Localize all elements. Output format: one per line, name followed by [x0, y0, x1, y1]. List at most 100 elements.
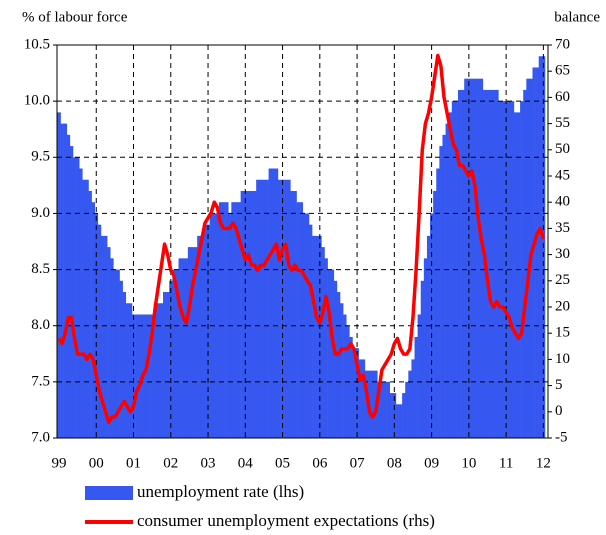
bar: [324, 258, 328, 438]
bar: [215, 213, 220, 438]
y2-tick-label: 40: [555, 194, 570, 210]
bar: [523, 89, 527, 439]
bar: [284, 179, 288, 438]
x-tick-label: 03: [201, 455, 216, 471]
bar: [349, 336, 353, 438]
bar: [277, 179, 282, 438]
bar: [467, 78, 471, 438]
line-series: [57, 53, 546, 425]
bar: [495, 89, 499, 439]
x-tick-label: 05: [275, 455, 290, 471]
bar: [538, 56, 543, 438]
bar: [243, 190, 248, 438]
bar: [69, 146, 74, 439]
bar: [144, 314, 148, 438]
bar: [147, 314, 151, 438]
bar: [457, 89, 462, 439]
bar: [234, 202, 238, 438]
bar: [330, 269, 335, 438]
bar: [333, 280, 338, 438]
bar: [492, 89, 496, 439]
y2-tick-label: 0: [555, 403, 563, 419]
x-tick-label: 11: [499, 455, 513, 471]
bar: [85, 179, 89, 438]
bar: [175, 269, 179, 438]
bar: [66, 134, 71, 439]
x-tick-label: 02: [163, 455, 178, 471]
bar: [485, 89, 490, 439]
x-tick-label: 12: [536, 455, 551, 471]
bar: [358, 359, 363, 438]
y2-tick-label: -5: [555, 429, 568, 445]
bar: [150, 314, 155, 438]
bar: [296, 202, 300, 438]
bar: [513, 112, 518, 438]
y-tick-label: 9.5: [31, 149, 50, 165]
x-tick-label: 10: [461, 455, 476, 471]
y2-tick-label: 60: [555, 89, 570, 105]
legend-label: unemployment rate (lhs): [137, 482, 304, 501]
bar: [433, 190, 437, 438]
bar: [113, 269, 117, 438]
bar: [445, 123, 449, 438]
x-tick-label: 09: [424, 455, 439, 471]
bar: [312, 235, 316, 438]
bar: [218, 202, 223, 438]
y2-tick-label: 35: [555, 220, 570, 236]
bar: [383, 381, 387, 438]
bar: [336, 292, 341, 438]
bar: [411, 359, 415, 438]
bar: [352, 348, 356, 438]
bar: [246, 190, 251, 438]
bar: [88, 190, 92, 438]
bar: [237, 202, 241, 438]
bar: [262, 179, 266, 438]
y2-tick-label: 45: [555, 167, 570, 183]
bar: [299, 202, 304, 438]
bar: [79, 168, 83, 438]
bar: [535, 67, 540, 438]
y2-tick-label: 70: [555, 36, 570, 52]
bar: [315, 235, 319, 438]
y2-axis-title: balance: [554, 9, 600, 25]
y-tick-label: 7.0: [31, 429, 50, 445]
bar: [97, 224, 102, 438]
bar: [371, 370, 375, 438]
bar: [327, 269, 331, 438]
bar: [408, 370, 412, 438]
x-tick-label: 00: [89, 455, 104, 471]
bar: [166, 292, 170, 438]
bar: [163, 292, 167, 438]
bar: [501, 101, 505, 439]
bar: [265, 179, 269, 438]
bar: [293, 190, 297, 438]
bar: [203, 224, 207, 438]
bar: [131, 314, 136, 438]
bar: [380, 381, 384, 438]
y2-tick-label: 10: [555, 351, 570, 367]
bar: [274, 168, 279, 438]
bar: [107, 247, 111, 438]
bar: [82, 179, 86, 438]
bar: [386, 381, 390, 438]
bar: [402, 393, 406, 438]
bar: [268, 168, 272, 438]
bar: [178, 258, 182, 438]
bar: [169, 280, 173, 438]
bar: [442, 134, 446, 439]
bar: [414, 336, 418, 438]
y2-tick-label: 15: [555, 325, 570, 341]
bar: [72, 157, 77, 439]
x-tick-label: 06: [312, 455, 328, 471]
bar: [290, 190, 294, 438]
bar: [305, 213, 310, 438]
bar: [253, 190, 257, 438]
bar: [464, 78, 468, 438]
bar: [256, 179, 260, 438]
bar: [473, 78, 477, 438]
y-tick-label: 10.5: [24, 36, 50, 52]
bar: [504, 101, 508, 439]
bar: [60, 123, 64, 438]
y-axis-title: % of labour force: [22, 9, 128, 25]
bar: [423, 258, 428, 438]
